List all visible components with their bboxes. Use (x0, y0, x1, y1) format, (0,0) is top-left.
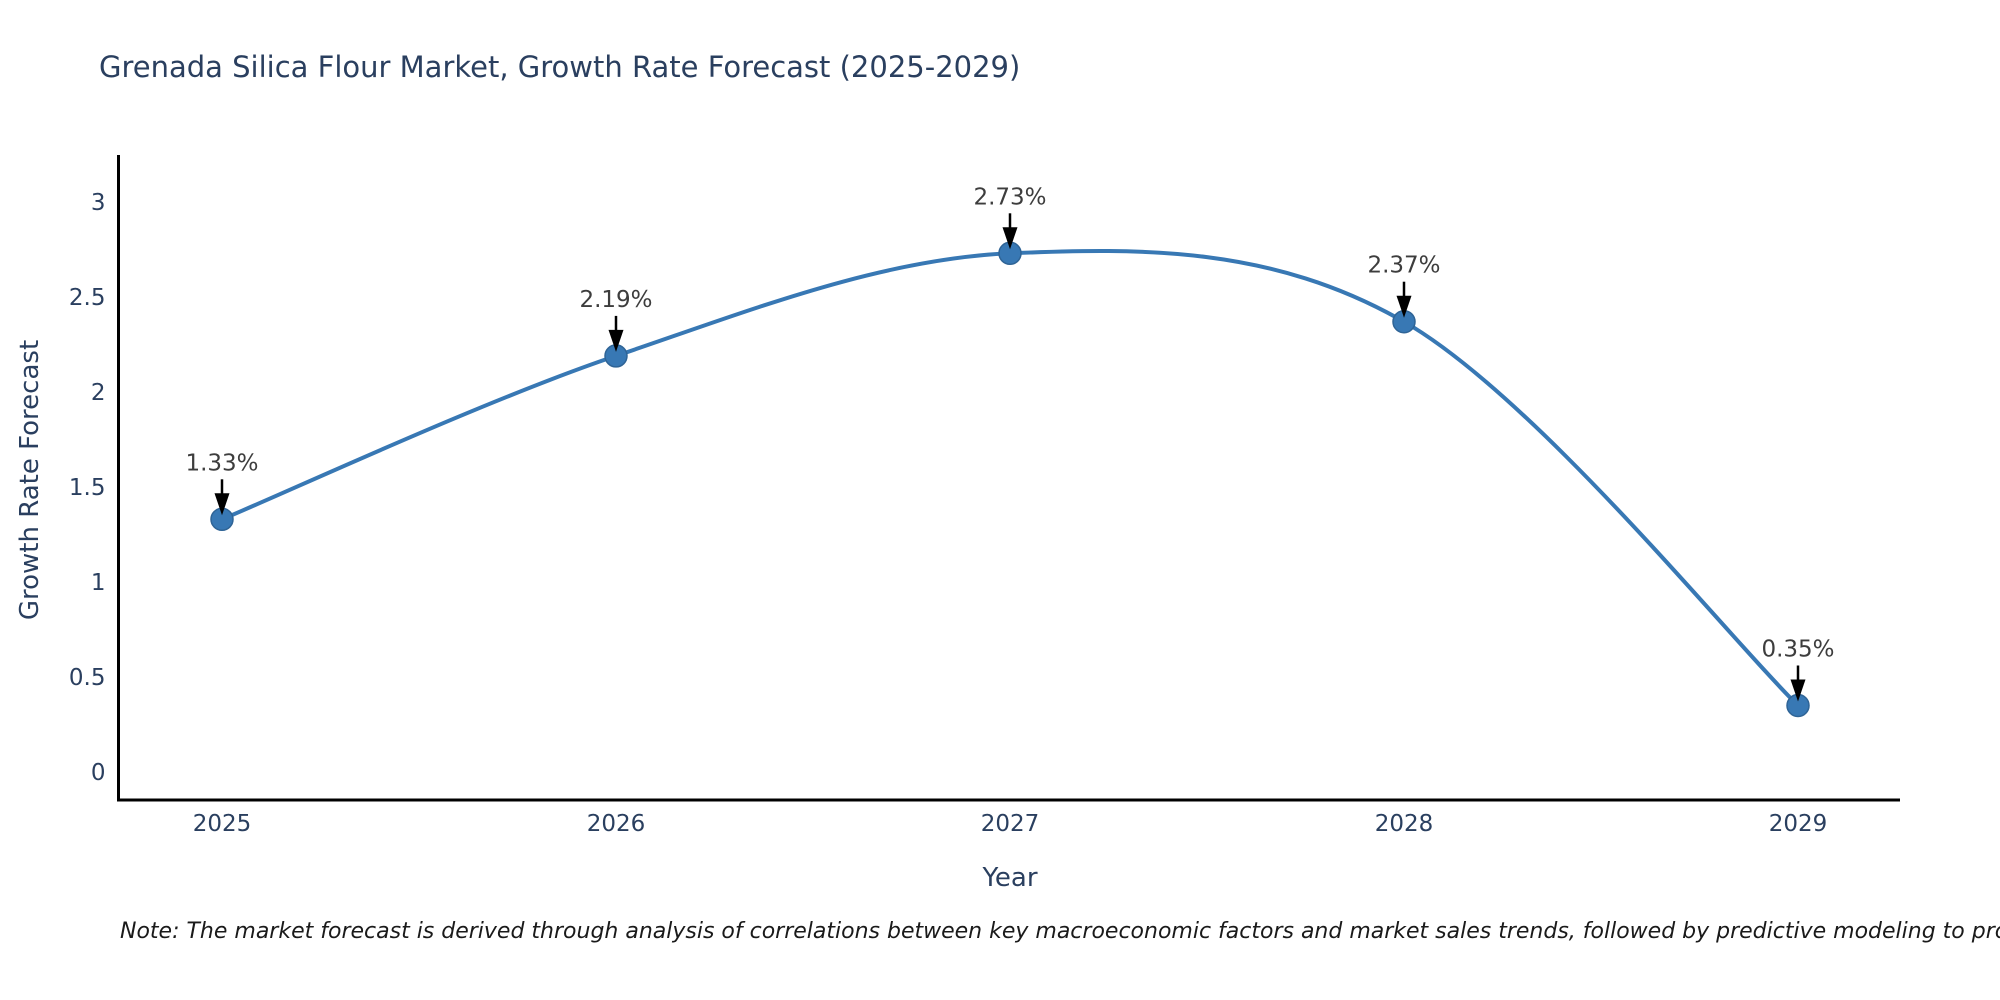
x-tick-label: 2026 (587, 811, 646, 837)
data-point-label: 2.73% (973, 184, 1046, 210)
x-tick-label: 2029 (1769, 811, 1828, 837)
annotation-arrow-head (1396, 295, 1412, 318)
footnote: Note: The market forecast is derived thr… (120, 919, 2000, 944)
y-tick-label: 0.5 (69, 665, 106, 691)
data-point-label: 1.33% (185, 450, 258, 476)
trend-line (220, 248, 1800, 708)
data-point-label: 0.35% (1761, 637, 1834, 663)
annotation-arrow-head (608, 329, 624, 352)
annotation-arrow-head (214, 493, 230, 516)
x-tick-label: 2028 (1375, 811, 1434, 837)
annotation-arrow-head (1790, 679, 1806, 702)
y-tick-label: 2.5 (69, 285, 106, 311)
y-tick-label: 3 (91, 190, 106, 216)
y-tick-label: 1.5 (69, 475, 106, 501)
y-tick-label: 2 (91, 380, 106, 406)
y-tick-label: 1 (91, 570, 106, 596)
data-point-label: 2.19% (579, 287, 652, 313)
chart-title: Grenada Silica Flour Market, Growth Rate… (99, 50, 1021, 84)
x-axis-title: Year (982, 863, 1038, 893)
data-point-label: 2.37% (1367, 253, 1440, 279)
x-tick-label: 2027 (981, 811, 1040, 837)
x-tick-label: 2025 (193, 811, 252, 837)
y-tick-label: 0 (91, 760, 106, 786)
annotation-arrow-head (1002, 227, 1018, 250)
